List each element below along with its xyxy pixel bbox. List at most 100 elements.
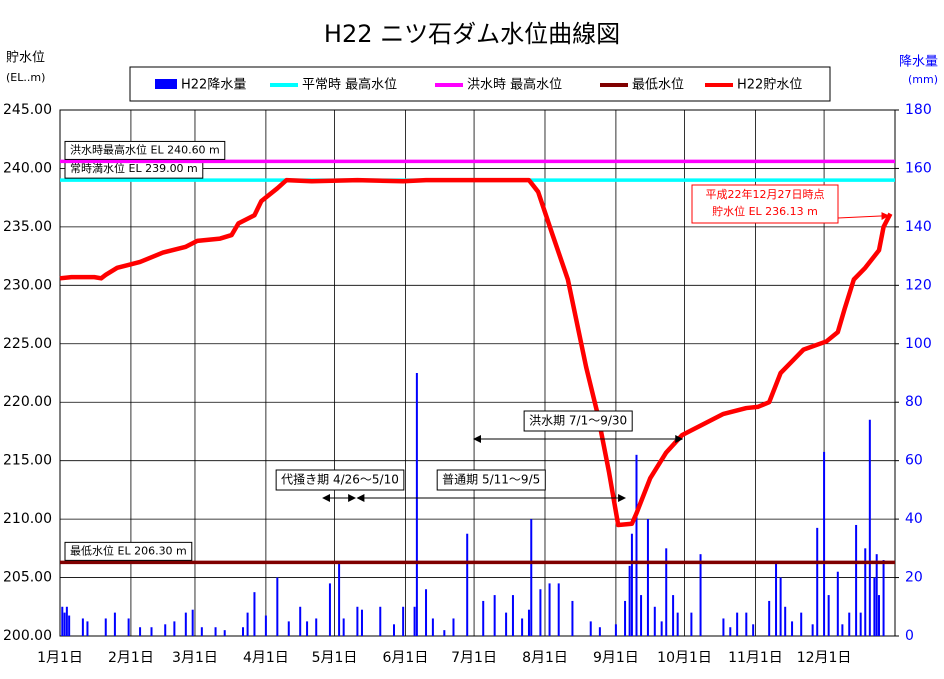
rain-bar: [791, 621, 794, 636]
rain-bar: [65, 606, 68, 636]
period-label-text: 洪水期 7/1～9/30: [529, 414, 627, 428]
rain-bar: [653, 606, 656, 636]
rain-bar: [150, 627, 153, 636]
rain-bar: [425, 589, 428, 636]
rain-bar: [338, 562, 341, 636]
rain-bar: [482, 600, 485, 636]
period-label-text: 普通期 5/11～9/5: [442, 473, 540, 487]
rain-bar: [139, 627, 142, 636]
rain-bar: [413, 606, 416, 636]
rain-bar: [505, 612, 508, 636]
rain-bar: [511, 595, 514, 636]
period-label-box: [523, 410, 633, 432]
y-tick-label: 235.00: [3, 219, 52, 235]
rain-bar: [81, 618, 84, 636]
rain-bar: [699, 554, 702, 636]
rain-bar: [823, 451, 826, 636]
y-tick-label: 245.00: [3, 102, 52, 118]
rain-bar: [548, 583, 551, 636]
rain-bar: [875, 554, 878, 636]
rain-bar: [315, 618, 318, 636]
rain-bar: [598, 627, 601, 636]
rain-bar: [264, 615, 267, 636]
rain-bar: [816, 527, 819, 636]
y-tick-label: 210.00: [3, 511, 52, 527]
rain-bar: [775, 562, 778, 636]
reference-label-text: 最低水位 EL 206.30 m: [70, 543, 187, 557]
legend-swatch: [155, 79, 177, 89]
rain-bar: [356, 606, 359, 636]
reference-label-text: 常時満水位 EL 239.00 m: [70, 161, 198, 175]
rain-bar: [557, 583, 560, 636]
x-tick-label: 9月1日: [593, 650, 639, 666]
x-tick-label: 5月1日: [312, 650, 358, 666]
rain-bar: [127, 618, 130, 636]
rain-bar: [736, 612, 739, 636]
period-label-text: 代掻き期 4/26～5/10: [281, 473, 399, 487]
rain-bar: [882, 560, 885, 636]
y2-axis-title: 降水量: [899, 55, 938, 70]
y2-tick-label: 60: [905, 453, 923, 469]
reference-label: 常時満水位 EL 239.00 m: [64, 159, 204, 179]
rain-bar: [246, 612, 249, 636]
legend-label: H22降水量: [181, 78, 246, 93]
rain-bar: [873, 577, 876, 636]
rain-bar: [287, 621, 290, 636]
rain-bar: [530, 519, 533, 636]
rain-bar: [800, 612, 803, 636]
rain-bar: [690, 612, 693, 636]
rain-bar: [646, 519, 649, 636]
rain-bar: [630, 533, 633, 636]
rain-bar: [855, 524, 858, 636]
rain-bar: [640, 595, 643, 636]
y2-tick-label: 100: [905, 336, 932, 352]
rain-bar: [402, 606, 405, 636]
callout-box: [691, 184, 839, 224]
rain-bar: [521, 618, 524, 636]
rain-bar: [86, 621, 89, 636]
reference-label: 最低水位 EL 206.30 m: [64, 541, 193, 561]
y2-axis-unit: (mm): [908, 73, 938, 86]
reference-label-box: [64, 541, 193, 561]
rain-bar: [452, 618, 455, 636]
x-tick-label: 10月1日: [657, 650, 712, 666]
y2-tick-label: 40: [905, 511, 923, 527]
rain-bar: [68, 615, 71, 636]
rain-bar: [729, 627, 732, 636]
rain-bar: [877, 595, 880, 636]
rain-bar: [779, 577, 782, 636]
x-tick-label: 6月1日: [383, 650, 429, 666]
legend-label: H22貯水位: [737, 78, 802, 93]
reference-label-text: 洪水時最高水位 EL 240.60 m: [70, 142, 220, 156]
rain-bar: [768, 600, 771, 636]
x-tick-label: 3月1日: [172, 650, 218, 666]
y-tick-label: 225.00: [3, 336, 52, 352]
rain-bar: [811, 624, 814, 636]
rain-bar: [276, 577, 279, 636]
y2-tick-label: 140: [905, 219, 932, 235]
rain-bar: [672, 595, 675, 636]
rain-bar: [379, 606, 382, 636]
rain-bar: [660, 621, 663, 636]
rain-bar: [868, 419, 871, 636]
rain-bar: [784, 606, 787, 636]
plot-border: [59, 109, 896, 637]
y-tick-label: 215.00: [3, 453, 52, 469]
rain-bar: [443, 630, 446, 636]
rain-bar: [665, 548, 668, 636]
x-tick-label: 11月1日: [728, 650, 783, 666]
y2-tick-label: 160: [905, 160, 932, 176]
y-tick-label: 240.00: [3, 160, 52, 176]
rain-bar: [223, 630, 226, 636]
y2-tick-label: 80: [905, 394, 923, 410]
rain-bar: [360, 609, 363, 636]
period-label-box: [436, 469, 546, 491]
rain-bar: [745, 612, 748, 636]
rain-bar: [571, 600, 574, 636]
rain-bar: [104, 618, 107, 636]
rain-bar: [63, 612, 66, 636]
y-axis-title: 貯水位: [6, 51, 45, 66]
rain-bar: [393, 624, 395, 636]
rain-bar: [841, 624, 844, 636]
